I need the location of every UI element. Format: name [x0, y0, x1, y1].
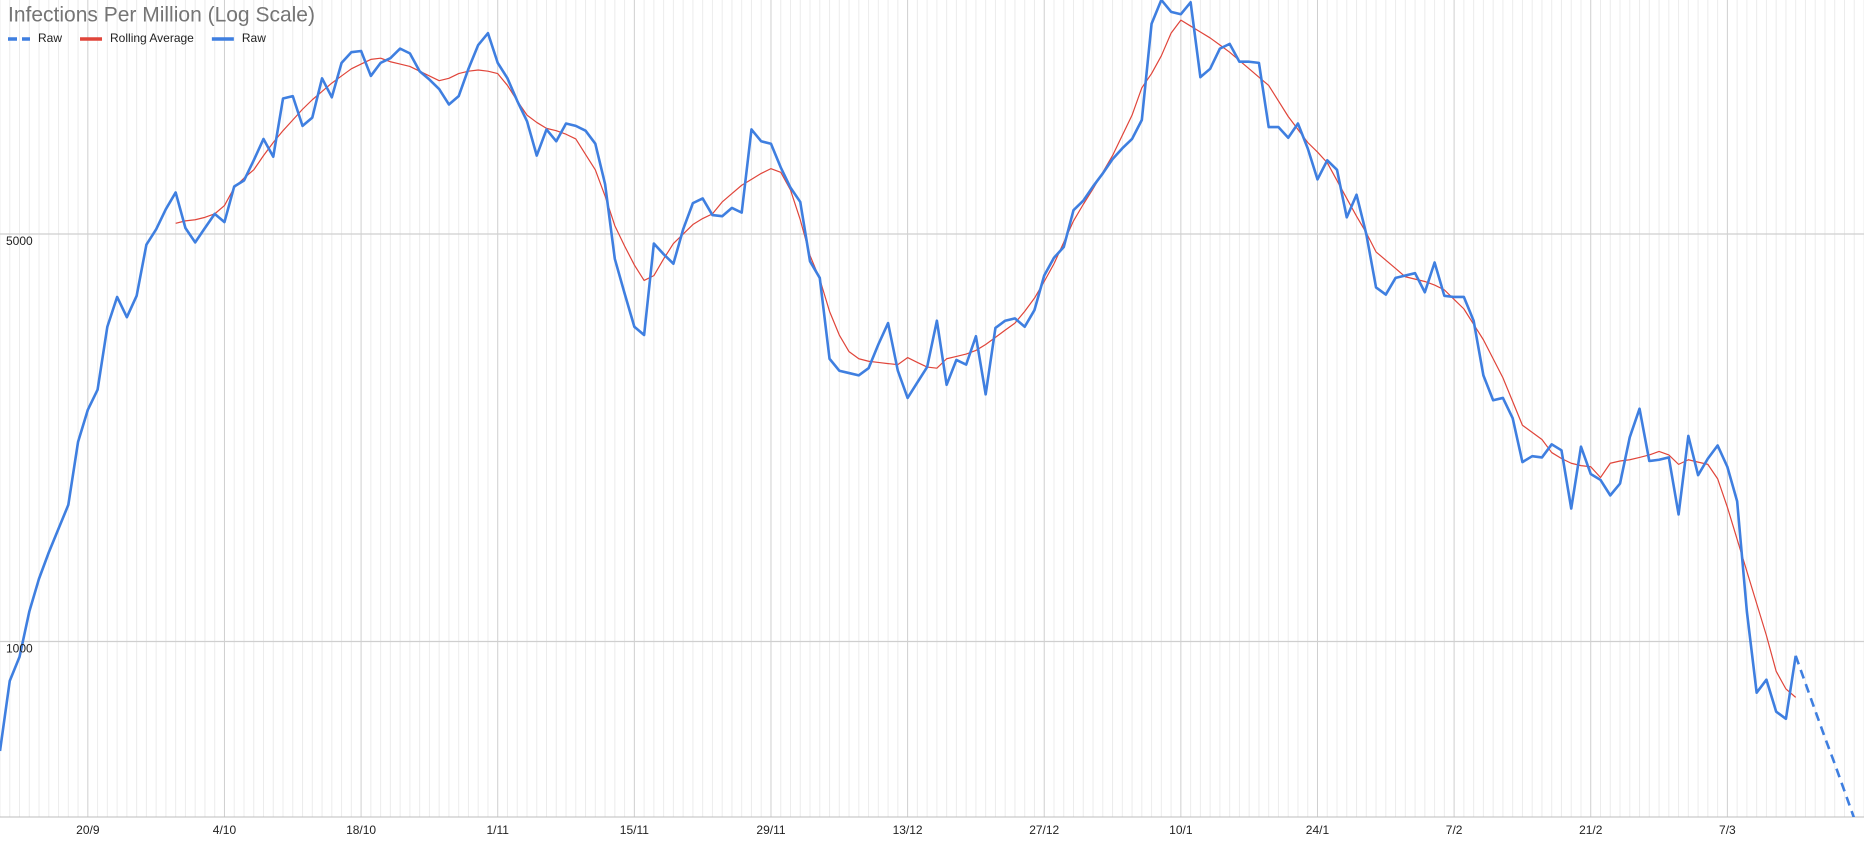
- x-tick-label: 10/1: [1169, 823, 1193, 837]
- legend-label: Raw: [242, 31, 266, 45]
- chart-title: Infections Per Million (Log Scale): [8, 4, 315, 27]
- x-tick-label: 1/11: [486, 823, 509, 837]
- y-tick-label: 5000: [6, 234, 33, 248]
- x-tick-label: 7/3: [1719, 823, 1736, 837]
- x-tick-label: 18/10: [346, 823, 376, 837]
- x-tick-label: 4/10: [213, 823, 237, 837]
- series-line: [175, 19, 1797, 698]
- x-tick-label: 20/9: [76, 823, 100, 837]
- y-tick-label: 1000: [6, 642, 33, 656]
- x-tick-label: 15/11: [620, 823, 649, 837]
- x-tick-label: 21/2: [1579, 823, 1603, 837]
- x-tick-label: 24/1: [1306, 823, 1330, 837]
- legend-label: Rolling Average: [110, 31, 194, 45]
- x-tick-label: 7/2: [1446, 823, 1463, 837]
- series-line: [0, 0, 1797, 752]
- series-line: [1794, 655, 1856, 817]
- x-tick-label: 13/12: [893, 823, 923, 837]
- labels: 20/9 4/10 18/10 1/11 15/11 29/11 13/12 27/12 10/…: [6, 234, 1736, 837]
- x-tick-label: 29/11: [756, 823, 785, 837]
- legend-label: Raw: [38, 31, 62, 45]
- legend: Raw Rolling Average Raw: [8, 31, 266, 45]
- grid: [0, 0, 1864, 818]
- x-tick-label: 27/12: [1029, 823, 1059, 837]
